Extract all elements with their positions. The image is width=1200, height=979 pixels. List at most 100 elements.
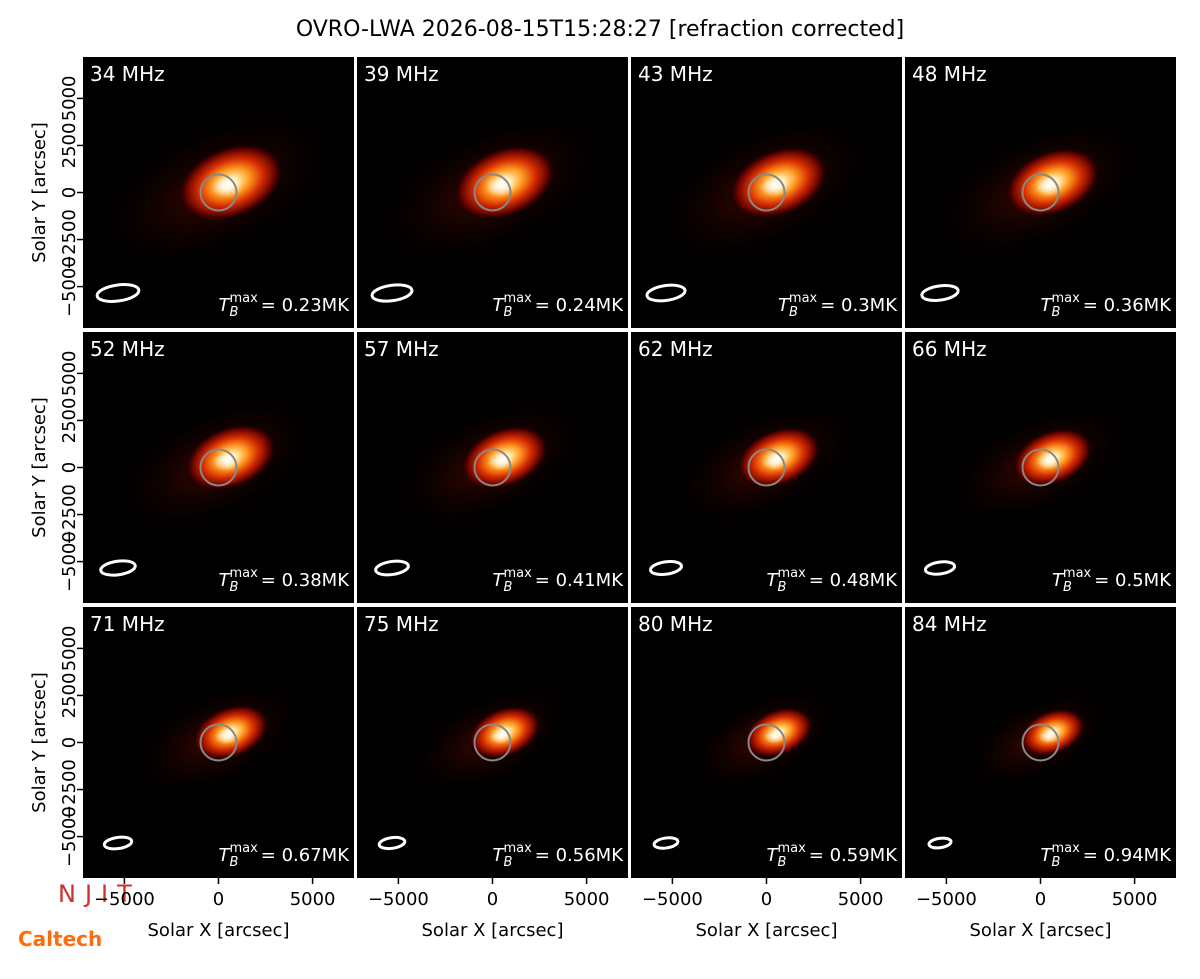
tb-symbol: T: [1041, 845, 1054, 866]
tb-value: = 0.38MK: [261, 570, 350, 591]
tb-sub: B: [230, 855, 239, 870]
tb-sub: B: [1052, 305, 1061, 320]
frequency-label: 84 MHz: [912, 612, 987, 636]
tb-sup: max: [229, 841, 258, 856]
tb-symbol: T: [219, 295, 232, 316]
tb-symbol: T: [767, 570, 780, 591]
tb-max-label: TBmax = 0.38MK: [219, 566, 351, 595]
tb-sub: B: [504, 855, 513, 870]
solar-disk: [199, 448, 238, 487]
y-tick-label: 5000: [59, 625, 80, 671]
tb-symbol: T: [1052, 570, 1065, 591]
frequency-label: 75 MHz: [364, 612, 439, 636]
tb-max-label: TBmax = 0.56MK: [493, 841, 625, 870]
solar-disk: [1021, 173, 1060, 212]
tb-sup: max: [777, 566, 806, 581]
emission-core: [764, 729, 785, 744]
tb-sup: max: [1051, 291, 1080, 306]
y-tick-label: −2500: [59, 759, 80, 820]
tb-sup: max: [503, 566, 532, 581]
beam: [645, 283, 687, 303]
beam: [370, 283, 414, 303]
tb-symbol: T: [493, 295, 506, 316]
panel: 52 MHz TBmax = 0.38MK: [83, 332, 354, 603]
solar-disk: [473, 723, 512, 762]
panel: 43 MHz TBmax = 0.3MK: [631, 57, 902, 328]
emission-core: [214, 728, 239, 745]
frequency-label: 66 MHz: [912, 337, 987, 361]
logo-caltech: Caltech: [18, 927, 102, 951]
y-tick-label: 2500: [59, 673, 80, 719]
panel: 48 MHz TBmax = 0.36MK: [905, 57, 1176, 328]
x-tick-label: 5000: [564, 889, 610, 910]
panel: 57 MHz TBmax = 0.41MK: [357, 332, 628, 603]
tb-value: = 0.48MK: [809, 570, 898, 591]
x-axis-label: Solar X [arcsec]: [696, 920, 838, 941]
logo-njit: NJIT: [58, 880, 141, 908]
y-tick-label: 0: [59, 187, 80, 198]
solar-disk: [199, 723, 238, 762]
beam: [374, 559, 410, 577]
tb-max-label: TBmax = 0.36MK: [1041, 291, 1173, 320]
beam: [927, 836, 953, 850]
panel: 75 MHz TBmax = 0.56MK: [357, 607, 628, 878]
tb-symbol: T: [778, 295, 791, 316]
tb-symbol: T: [493, 845, 506, 866]
y-tick-label: 2500: [59, 123, 80, 169]
x-tick-label: −5000: [368, 889, 429, 910]
tb-sup: max: [229, 291, 258, 306]
beam: [95, 283, 141, 303]
tb-max-label: TBmax = 0.48MK: [767, 566, 899, 595]
tb-sub: B: [230, 580, 239, 595]
tb-symbol: T: [219, 845, 232, 866]
beam: [377, 835, 407, 851]
tb-value: = 0.59MK: [809, 845, 898, 866]
figure-title: OVRO-LWA 2026-08-15T15:28:27 [refraction…: [296, 17, 904, 42]
y-tick-label: −2500: [59, 209, 80, 270]
frequency-label: 34 MHz: [90, 62, 165, 86]
y-axis-label: Solar Y [arcsec]: [29, 122, 50, 263]
emission-core: [210, 175, 243, 198]
beam: [102, 835, 134, 851]
y-tick-label: 5000: [59, 350, 80, 396]
tb-max-label: TBmax = 0.59MK: [767, 841, 899, 870]
tb-max-label: TBmax = 0.23MK: [219, 291, 351, 320]
emission-core: [485, 175, 516, 198]
tb-sup: max: [229, 566, 258, 581]
panel: 39 MHz TBmax = 0.24MK: [357, 57, 628, 328]
frequency-label: 71 MHz: [90, 612, 165, 636]
x-tick-label: −5000: [916, 889, 977, 910]
y-axis-label: Solar Y [arcsec]: [29, 397, 50, 538]
solar-disk: [747, 723, 786, 762]
tb-symbol: T: [219, 570, 232, 591]
solar-disk: [199, 173, 238, 212]
x-axis-label: Solar X [arcsec]: [970, 920, 1112, 941]
tb-max-label: TBmax = 0.94MK: [1041, 841, 1173, 870]
x-tick-label: 0: [761, 889, 772, 910]
x-tick-label: −5000: [94, 889, 155, 910]
frequency-label: 48 MHz: [912, 62, 987, 86]
beam: [923, 560, 957, 576]
tb-sub: B: [778, 580, 787, 595]
panel: 71 MHz TBmax = 0.67MK: [83, 607, 354, 878]
tb-max-label: TBmax = 0.67MK: [219, 841, 351, 870]
x-tick-label: 5000: [838, 889, 884, 910]
x-tick-label: 0: [213, 889, 224, 910]
emission-core: [1038, 729, 1059, 744]
frequency-label: 39 MHz: [364, 62, 439, 86]
panel: 80 MHz TBmax = 0.59MK: [631, 607, 902, 878]
panel: 62 MHz TBmax = 0.48MK: [631, 332, 902, 603]
tb-sup: max: [789, 291, 818, 306]
x-tick-label: 5000: [1112, 889, 1158, 910]
tb-max-label: TBmax = 0.24MK: [493, 291, 625, 320]
tb-value: = 0.41MK: [535, 570, 624, 591]
solar-disk: [473, 173, 512, 212]
tb-value: = 0.67MK: [261, 845, 350, 866]
tb-sub: B: [778, 855, 787, 870]
tb-sub: B: [1052, 855, 1061, 870]
tb-symbol: T: [493, 570, 506, 591]
x-axis-label: Solar X [arcsec]: [148, 920, 290, 941]
y-tick-label: −5000: [59, 531, 80, 592]
y-tick-label: −5000: [59, 806, 80, 867]
